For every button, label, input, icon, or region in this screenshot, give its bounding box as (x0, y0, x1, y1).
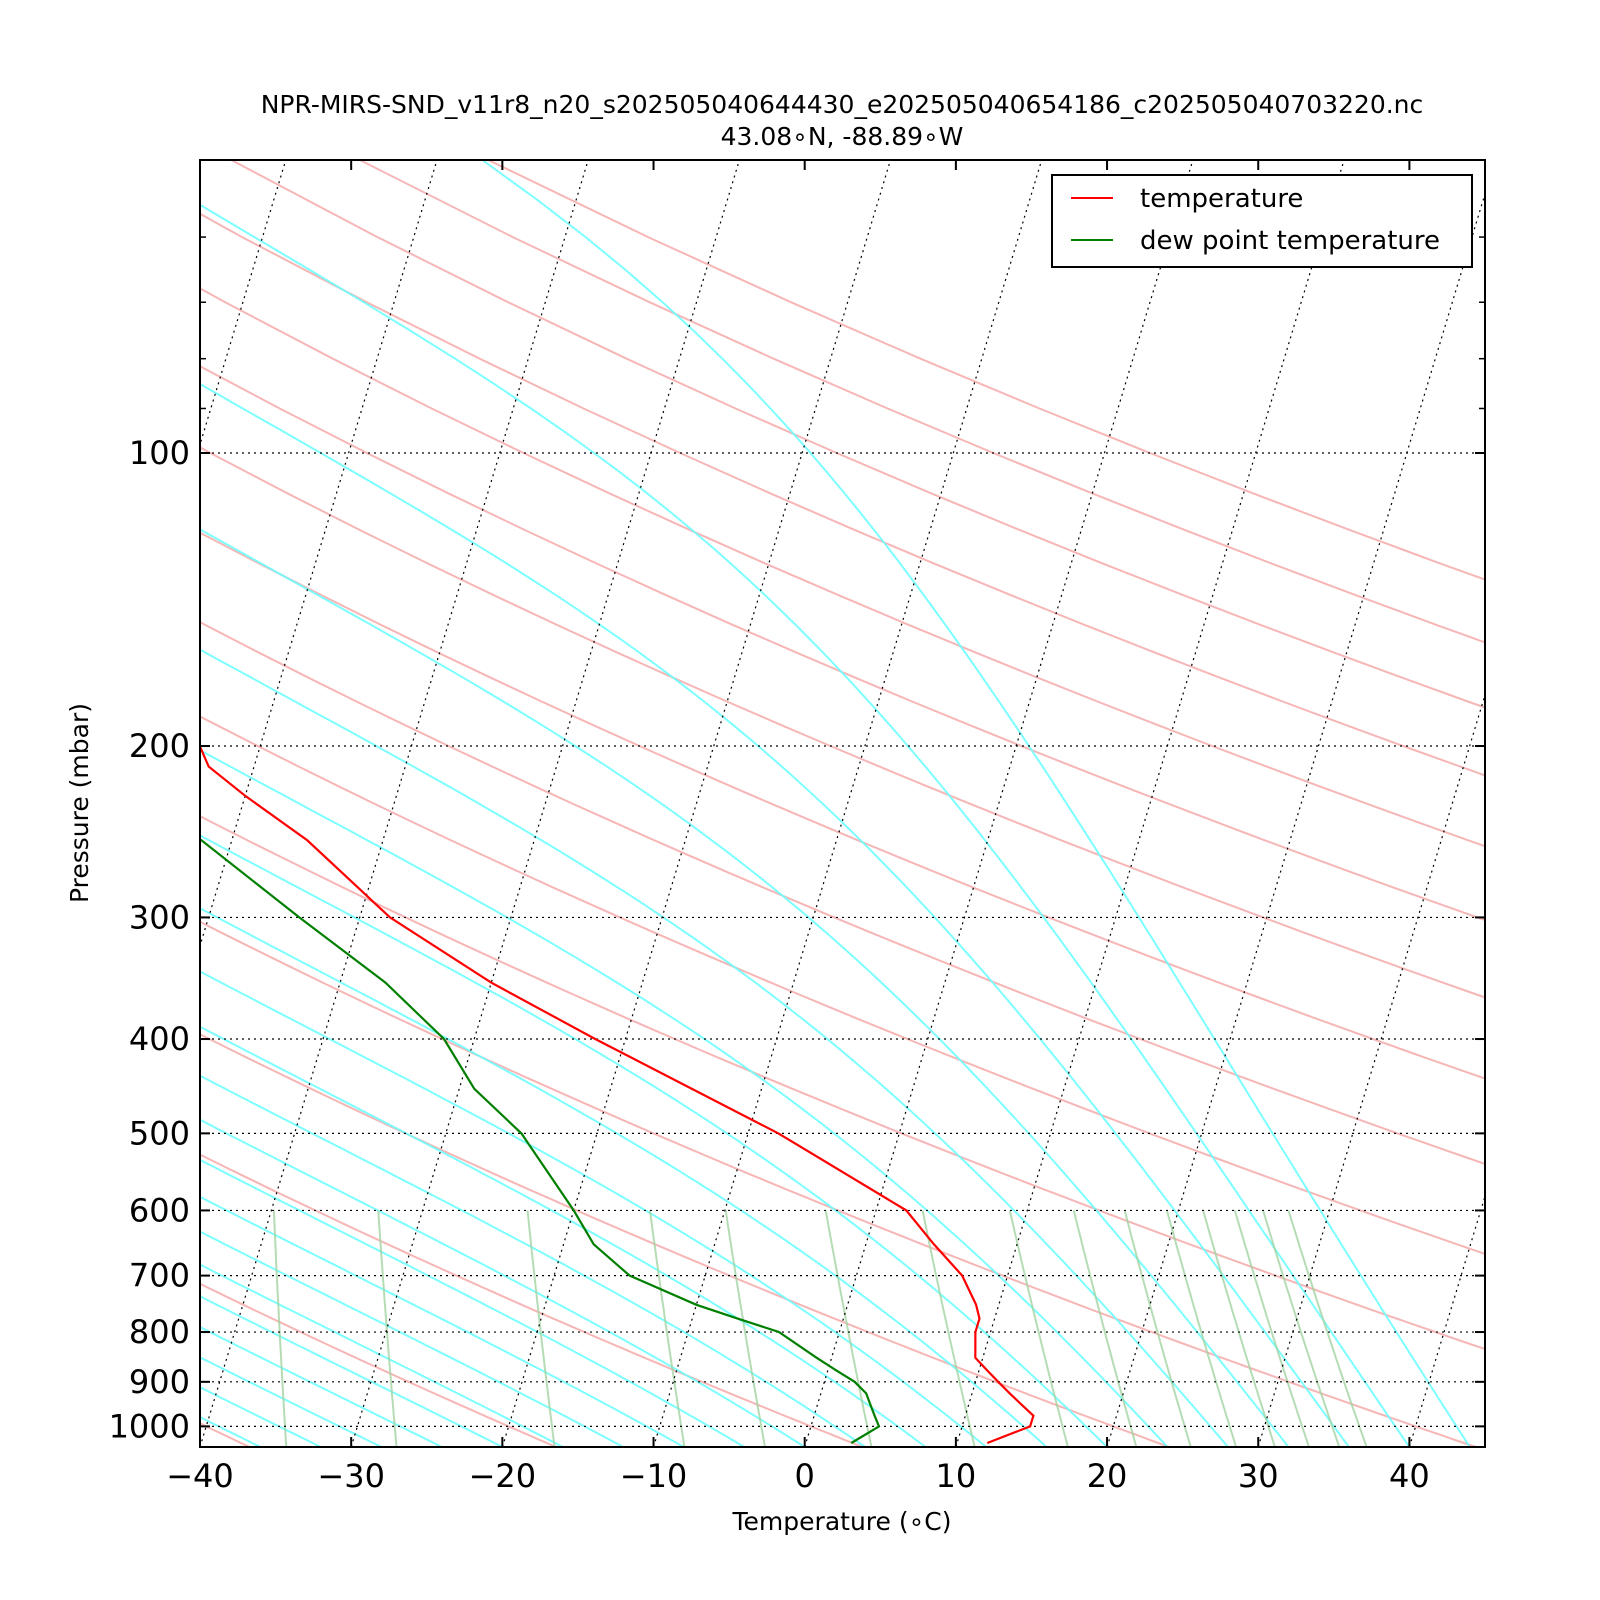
isotherm-gridline (1408, 1194, 1485, 1447)
dry-adiabat (200, 446, 1485, 999)
y-tick-label: 500 (129, 1114, 190, 1152)
background-lines (200, 160, 1485, 1447)
temperature-line (200, 744, 1035, 1445)
x-tick-label: −20 (469, 1457, 537, 1495)
moist-adiabat (200, 528, 1290, 1447)
dewpoint-line (200, 838, 881, 1444)
y-tick-label: 800 (129, 1313, 190, 1351)
moist-adiabat (200, 1118, 806, 1447)
y-tick-label: 200 (129, 727, 190, 765)
mixing-ratio-line (1072, 1210, 1138, 1447)
isotherm-gridline (501, 160, 892, 1447)
dry-adiabat (200, 920, 1477, 1447)
legend-label-temperature: temperature (1140, 184, 1303, 214)
moist-adiabat (200, 1416, 261, 1447)
mixing-ratio-line (1123, 1210, 1192, 1447)
mixing-ratio-line (724, 1210, 766, 1447)
mixing-ratio-line (824, 1210, 873, 1447)
isotherm-gridline (1561, 160, 1600, 1447)
moist-adiabat (200, 1325, 443, 1447)
dry-adiabat (230, 160, 1485, 709)
x-tick-label: 30 (1238, 1457, 1279, 1495)
legend: temperature dew point temperature (1051, 174, 1473, 268)
moist-adiabat (200, 749, 1169, 1447)
x-tick-label: −30 (317, 1457, 385, 1495)
x-axis-label: Temperature (∘C) (732, 1507, 952, 1536)
x-tick-label: 10 (936, 1457, 977, 1495)
chart-title: NPR-MIRS-SND_v11r8_n20_s202505040644430_… (261, 90, 1424, 119)
legend-box (1051, 174, 1473, 268)
dry-adiabat (200, 1033, 1170, 1447)
y-tick-label: 400 (129, 1020, 190, 1058)
moist-adiabat (200, 1195, 685, 1447)
isotherm-gridline (200, 160, 438, 948)
y-axis-label: Pressure (mbar) (65, 703, 94, 903)
mixing-ratio-line (1287, 1210, 1368, 1447)
isotherm-gridline (1106, 191, 1485, 1447)
isotherm-gridline (1257, 693, 1485, 1447)
moist-adiabat (200, 1230, 624, 1447)
dry-adiabat (200, 212, 1485, 777)
moist-adiabat (200, 648, 1229, 1447)
moist-adiabat (200, 203, 1411, 1447)
moist-adiabat (200, 834, 1108, 1447)
mixing-ratio-line (1202, 1210, 1276, 1447)
moist-adiabat (200, 1074, 866, 1447)
dry-adiabat (200, 365, 1485, 922)
mixing-ratio-line (921, 1210, 976, 1447)
isotherm-gridline (350, 160, 740, 1447)
mixing-ratio-line (272, 1210, 288, 1447)
moist-adiabat (200, 1158, 745, 1447)
data-series (200, 744, 1035, 1445)
y-tick-label: 300 (129, 898, 190, 936)
x-tick-label: −10 (620, 1457, 688, 1495)
mixing-ratio-line (1008, 1210, 1069, 1447)
y-tick-label: 100 (129, 434, 190, 472)
y-tick-label: 1000 (109, 1407, 190, 1445)
grid (200, 160, 1600, 1447)
dry-adiabat (200, 715, 1485, 1255)
x-tick-label: 40 (1389, 1457, 1430, 1495)
dry-adiabat (200, 287, 1485, 848)
mixing-ratio-line (649, 1210, 686, 1447)
mixing-ratio-line (1165, 1210, 1238, 1447)
moist-adiabat (200, 1295, 503, 1447)
isotherm-gridline (652, 160, 1043, 1447)
dry-adiabat (200, 621, 1485, 1165)
moist-adiabat (200, 970, 987, 1447)
mixing-ratio-line (377, 1210, 398, 1447)
x-tick-label: 0 (795, 1457, 815, 1495)
isotherm-gridline (955, 160, 1345, 1447)
moist-adiabat (200, 907, 1048, 1447)
mixing-ratio-line (1233, 1210, 1310, 1447)
moist-adiabat (200, 1263, 564, 1447)
dry-adiabat (200, 531, 1485, 1080)
y-tick-label: 900 (129, 1363, 190, 1401)
dry-adiabat (200, 815, 1485, 1351)
y-tick-label: 600 (129, 1191, 190, 1229)
moist-adiabat (200, 1356, 382, 1447)
mixing-ratio-line (1262, 1210, 1341, 1447)
chart-subtitle: 43.08∘N, -88.89∘W (721, 122, 964, 151)
plot-frame (199, 159, 1486, 1448)
x-tick-label: 20 (1087, 1457, 1128, 1495)
moist-adiabat (481, 160, 1471, 1447)
x-tick-label: −40 (166, 1457, 234, 1495)
dry-adiabat (200, 1422, 250, 1447)
moist-adiabat (200, 1386, 322, 1447)
moist-adiabat (200, 1025, 927, 1447)
axis-ticks: −40 −30 −20 −10 0 10 20 30 40 100 200 300 400 500 600 7… (109, 159, 1485, 1495)
isotherm-gridline (804, 160, 1194, 1447)
y-tick-label: 700 (129, 1257, 190, 1295)
moist-adiabat (200, 382, 1350, 1447)
mixing-ratio-line (526, 1210, 556, 1447)
isotherm-gridline (200, 160, 589, 1447)
legend-label-dewpoint: dew point temperature (1140, 226, 1440, 256)
